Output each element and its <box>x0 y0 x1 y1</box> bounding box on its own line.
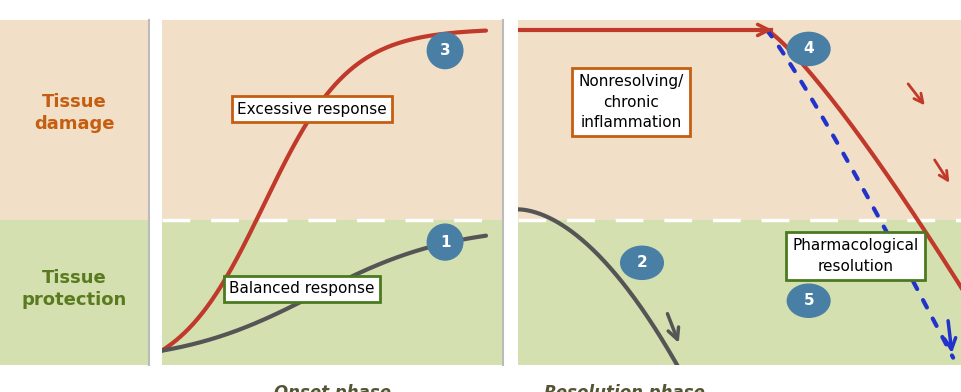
Text: Nonresolving/
chronic
inflammation: Nonresolving/ chronic inflammation <box>578 74 683 130</box>
Text: 3: 3 <box>439 43 450 58</box>
Circle shape <box>620 246 663 279</box>
Text: Balanced response: Balanced response <box>229 281 374 296</box>
Circle shape <box>427 33 462 69</box>
Circle shape <box>786 284 829 317</box>
FancyBboxPatch shape <box>517 20 961 220</box>
FancyBboxPatch shape <box>0 20 149 220</box>
FancyBboxPatch shape <box>161 220 503 365</box>
FancyBboxPatch shape <box>0 220 149 365</box>
Text: 1: 1 <box>439 234 450 250</box>
Circle shape <box>786 33 829 65</box>
Text: Resolution phase: Resolution phase <box>543 383 703 392</box>
Text: 4: 4 <box>802 42 813 56</box>
Text: Excessive response: Excessive response <box>236 102 386 117</box>
Text: Tissue
protection: Tissue protection <box>22 269 127 309</box>
Text: Onset phase: Onset phase <box>274 383 390 392</box>
Text: Pharmacological
resolution: Pharmacological resolution <box>792 238 918 274</box>
Text: 5: 5 <box>802 293 813 308</box>
Circle shape <box>427 224 462 260</box>
FancyBboxPatch shape <box>161 20 503 220</box>
FancyBboxPatch shape <box>517 220 961 365</box>
Text: Tissue
damage: Tissue damage <box>35 93 114 133</box>
Text: 2: 2 <box>636 255 647 270</box>
